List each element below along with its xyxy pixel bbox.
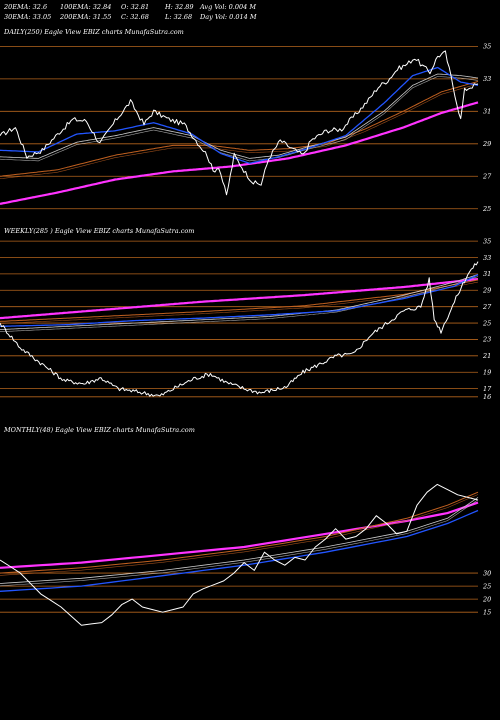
weekly-tick-label-10: 16 xyxy=(483,393,491,401)
daily-ema30-line xyxy=(0,73,479,159)
daily-ema20-line xyxy=(0,66,479,164)
daily-tick-label-2: 31 xyxy=(483,108,491,116)
header-low: L: 32.68 xyxy=(164,13,192,21)
daily-price-line xyxy=(0,50,479,196)
daily-tick-label-0: 35 xyxy=(483,43,491,51)
header-30ema: 30EMA: 33.05 xyxy=(4,13,51,21)
daily-tick-label-5: 25 xyxy=(482,205,491,213)
daily-ema100-line xyxy=(0,80,479,177)
daily-tick-label-1: 33 xyxy=(483,75,491,83)
weekly-ema30-line xyxy=(0,274,479,330)
daily-panel-title: DAILY(250) Eagle View EBIZ charts Munafa… xyxy=(3,28,184,36)
monthly-ema100-band-line xyxy=(0,494,479,576)
weekly-ema100-band-line xyxy=(0,281,479,324)
header-open: O: 32.81 xyxy=(121,3,149,11)
daily-tick-label-4: 27 xyxy=(482,173,492,181)
weekly-tick-label-9: 17 xyxy=(483,385,492,393)
daily-tick-label-3: 29 xyxy=(482,140,491,148)
weekly-tick-label-2: 31 xyxy=(483,270,491,278)
monthly-ema30-band-line xyxy=(0,499,479,587)
weekly-tick-label-4: 27 xyxy=(482,303,492,311)
monthly-tick-label-3: 15 xyxy=(483,608,491,616)
daily-ema200-line xyxy=(0,101,479,205)
weekly-tick-label-5: 25 xyxy=(482,319,491,327)
header-100ema: 100EMA: 32.84 xyxy=(60,3,111,11)
monthly-tick-label-1: 25 xyxy=(482,582,491,590)
weekly-tick-label-1: 33 xyxy=(483,254,491,262)
weekly-price-line xyxy=(0,261,479,397)
weekly-ema30-band-line xyxy=(0,276,479,332)
weekly-panel-title: WEEKLY(285 ) Eagle View EBIZ charts Muna… xyxy=(4,227,194,235)
weekly-tick-label-8: 19 xyxy=(483,369,491,377)
header-200ema: 200EMA: 31.55 xyxy=(59,13,111,21)
header-high: H: 32.89 xyxy=(164,3,194,11)
weekly-tick-label-7: 21 xyxy=(482,352,491,360)
monthly-ema20-line xyxy=(0,509,479,592)
daily-panel: DAILY(250) Eagle View EBIZ charts Munafa… xyxy=(0,28,492,213)
header-day-vol: Day Vol: 0.014 M xyxy=(199,13,257,21)
monthly-panel-title: MONTHLY(48) Eagle View EBIZ charts Munaf… xyxy=(3,426,195,434)
weekly-ema200-line xyxy=(0,278,479,320)
weekly-tick-label-6: 23 xyxy=(482,336,491,344)
weekly-tick-label-0: 35 xyxy=(483,237,491,245)
weekly-ema20-line xyxy=(0,274,479,327)
header-20ema: 20EMA: 32.6 xyxy=(3,3,47,11)
monthly-ema200-line xyxy=(0,501,479,569)
weekly-tick-label-3: 29 xyxy=(482,287,491,295)
header: 20EMA: 32.6 100EMA: 32.84 O: 32.81 H: 32… xyxy=(3,3,257,21)
weekly-panel: WEEKLY(285 ) Eagle View EBIZ charts Muna… xyxy=(0,227,492,401)
monthly-tick-label-2: 20 xyxy=(482,595,491,603)
daily-ema100-band-line xyxy=(0,83,479,179)
monthly-panel: MONTHLY(48) Eagle View EBIZ charts Munaf… xyxy=(0,426,491,626)
monthly-ema100-line xyxy=(0,491,479,574)
header-close: C: 32.68 xyxy=(121,13,149,21)
monthly-price-line xyxy=(0,483,479,626)
monthly-tick-label-0: 30 xyxy=(483,569,491,577)
weekly-ema100-line xyxy=(0,279,479,322)
daily-ema30-band-line xyxy=(0,76,479,162)
header-avg-vol: Avg Vol: 0.004 M xyxy=(199,3,256,11)
